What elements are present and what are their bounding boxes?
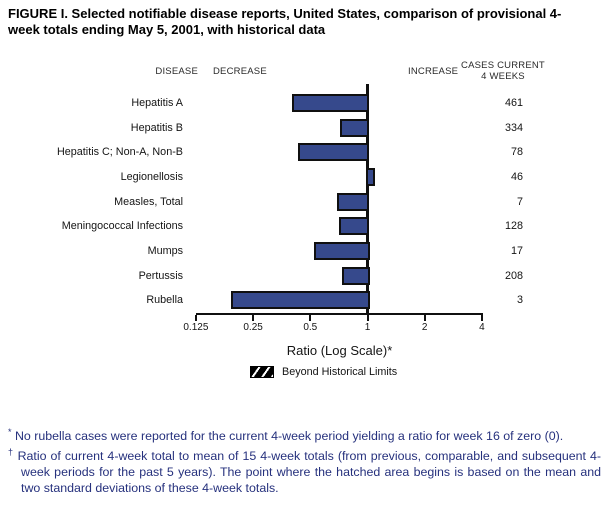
- disease-label: Hepatitis B: [130, 121, 183, 134]
- legend-label: Beyond Historical Limits: [282, 366, 398, 378]
- column-header-decrease: DECREASE: [213, 66, 267, 77]
- axis-tick: [480, 315, 483, 321]
- axis-tick-label: 0.5: [303, 322, 318, 333]
- cases-value: 128: [504, 220, 523, 233]
- x-axis-line: [196, 313, 483, 315]
- ratio-bar: [339, 217, 370, 236]
- disease-label: Hepatitis C; Non-A, Non-B: [56, 146, 183, 159]
- axis-tick-label: 0.125: [183, 322, 209, 333]
- footnote-dagger-marker: †: [8, 447, 14, 458]
- ratio-bar: [313, 241, 370, 260]
- ratio-bar: [340, 118, 370, 137]
- axis-tick: [309, 315, 312, 321]
- axis-tick-label: 0.25: [243, 322, 263, 333]
- disease-label: Mumps: [147, 244, 183, 257]
- axis-tick-label: 2: [421, 322, 428, 333]
- axis-tick: [194, 315, 197, 321]
- cases-value: 46: [510, 170, 523, 183]
- column-header-cases-line2: 4 WEEKS: [481, 71, 525, 82]
- footnote-dagger: † Ratio of current 4-week total to mean …: [8, 444, 601, 496]
- axis-tick: [366, 315, 369, 321]
- cases-value: 3: [516, 294, 523, 307]
- footnote-dagger-text: Ratio of current 4-week total to mean of…: [17, 449, 601, 496]
- footnote-asterisk-marker: *: [8, 427, 12, 437]
- footnote-asterisk: * No rubella cases were reported for the…: [8, 424, 601, 444]
- disease-label: Measles, Total: [114, 195, 183, 208]
- footnotes: * No rubella cases were reported for the…: [8, 424, 601, 496]
- footnote-asterisk-text: No rubella cases were reported for the c…: [14, 429, 564, 444]
- cases-value: 334: [504, 121, 523, 134]
- cases-value: 17: [510, 244, 523, 257]
- disease-label: Rubella: [146, 294, 183, 307]
- cases-value: 78: [510, 146, 523, 159]
- axis-tick: [423, 315, 426, 321]
- ratio-bar: [336, 192, 370, 211]
- disease-label: Hepatitis A: [131, 97, 183, 109]
- x-axis-label: Ratio (Log Scale)*: [286, 343, 393, 358]
- axis-tick: [252, 315, 255, 321]
- axis-tick-label: 4: [479, 322, 485, 333]
- cases-value: 461: [504, 97, 523, 109]
- cases-value: 208: [504, 269, 523, 282]
- hatched-swatch-icon: [250, 366, 274, 378]
- ratio-bar: [291, 94, 370, 112]
- disease-label: Legionellosis: [120, 170, 183, 183]
- column-header-increase: INCREASE: [408, 66, 459, 77]
- column-header-disease: DISEASE: [155, 66, 198, 77]
- ratio-bar: [297, 143, 370, 162]
- column-header-cases: CASES CURRENT 4 WEEKS: [460, 60, 546, 82]
- axis-tick-label: 1: [364, 322, 371, 333]
- ratio-bar: [341, 266, 370, 285]
- disease-label: Meningococcal Infections: [61, 220, 183, 233]
- cases-value: 7: [516, 195, 523, 208]
- column-header-cases-line1: CASES CURRENT: [461, 60, 545, 71]
- disease-label: Pertussis: [138, 269, 183, 282]
- ratio-bar: [366, 167, 375, 186]
- figure-title: FIGURE I. Selected notifiable disease re…: [8, 6, 562, 37]
- ratio-bar: [230, 291, 370, 310]
- chart-legend: Beyond Historical Limits: [250, 366, 397, 378]
